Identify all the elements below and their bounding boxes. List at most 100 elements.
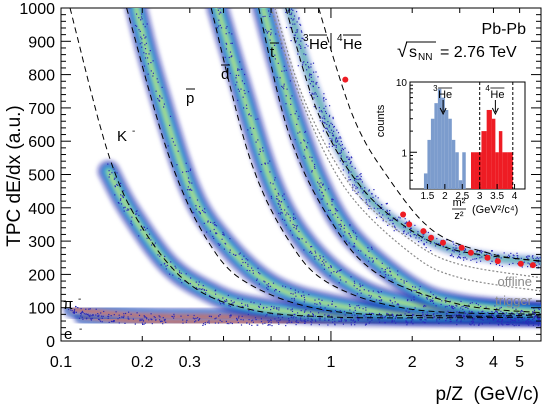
scatter-point: [344, 147, 346, 149]
scatter-point: [138, 214, 140, 217]
y-tick-label: 900: [28, 34, 55, 51]
model-curves: [69, 8, 541, 319]
scatter-point: [223, 234, 225, 236]
scatter-point: [264, 29, 266, 31]
scatter-point: [386, 267, 388, 269]
scatter-point: [237, 69, 239, 71]
scatter-point: [182, 322, 184, 324]
scatter-point: [525, 321, 527, 323]
scatter-point: [97, 315, 99, 317]
scatter-point: [130, 222, 132, 224]
scatter-point: [235, 77, 237, 79]
scatter-point: [378, 212, 380, 214]
scatter-point: [274, 318, 276, 320]
scatter-point: [278, 320, 280, 322]
scatter-point: [260, 318, 262, 320]
scatter-point: [541, 322, 542, 323]
scatter-point: [343, 160, 345, 163]
scatter-point: [234, 254, 236, 256]
scatter-point: [151, 323, 153, 325]
scatter-point: [154, 316, 156, 319]
scatter-point: [75, 305, 77, 308]
scatter-point: [354, 282, 356, 284]
scatter-point: [410, 227, 412, 229]
inset-bar-he3: [455, 152, 459, 189]
scatter-point: [368, 190, 370, 192]
scatter-point: [289, 98, 292, 100]
scatter-point: [357, 315, 359, 317]
scatter-point: [260, 171, 262, 173]
scatter-point: [292, 23, 294, 25]
scatter-point: [463, 311, 465, 313]
x-tick-label: 0.3: [179, 354, 201, 371]
scatter-point: [195, 208, 197, 210]
scatter-point: [230, 314, 232, 316]
scatter-point: [220, 27, 223, 29]
scatter-point: [187, 186, 189, 188]
scatter-point: [447, 248, 449, 250]
scatter-point: [202, 288, 204, 290]
scatter-point: [225, 42, 227, 44]
scatter-point: [347, 156, 349, 158]
scatter-point: [349, 224, 351, 226]
scatter-point: [460, 300, 462, 302]
scatter-point: [339, 160, 341, 162]
scatter-point: [355, 238, 357, 240]
scatter-point: [435, 305, 437, 307]
inset-x-tick-label: 3: [477, 191, 483, 202]
scatter-point: [385, 274, 387, 276]
scatter-point: [353, 245, 355, 247]
scatter-point: [348, 171, 350, 173]
scatter-point: [247, 129, 249, 131]
scatter-point: [174, 144, 176, 146]
scatter-point: [277, 322, 279, 324]
scatter-point: [301, 238, 303, 240]
scatter-point: [237, 68, 239, 70]
scatter-point: [247, 305, 249, 307]
scatter-point: [293, 226, 295, 229]
band-label-0: e-: [64, 324, 82, 343]
scatter-point: [270, 32, 272, 34]
scatter-point: [269, 171, 271, 173]
scatter-point: [262, 150, 264, 152]
scatter-point: [139, 43, 141, 45]
scatter-point: [238, 253, 240, 255]
scatter-point: [198, 319, 200, 321]
scatter-point: [114, 177, 116, 179]
scatter-point: [356, 176, 358, 178]
scatter-point: [314, 258, 316, 260]
scatter-point: [169, 273, 171, 275]
scatter-point: [270, 28, 272, 30]
scatter-point: [481, 323, 483, 325]
scatter-point: [309, 73, 311, 75]
inset-x-den: z²: [454, 210, 464, 222]
scatter-point: [278, 309, 280, 311]
inset-bar-he3: [423, 173, 428, 189]
scatter-point: [311, 170, 313, 172]
scatter-point: [248, 113, 250, 115]
scatter-point: [418, 237, 420, 239]
scatter-point: [326, 214, 328, 216]
scatter-point: [314, 167, 316, 169]
band-label-4: d: [221, 64, 230, 83]
scatter-point: [227, 294, 229, 296]
scatter-point: [338, 282, 340, 284]
scatter-point: [229, 72, 231, 74]
helium-point: [420, 228, 427, 235]
scatter-point: [349, 309, 351, 311]
scatter-point: [409, 227, 412, 229]
scatter-point: [491, 250, 493, 252]
model-curve-5: [318, 8, 541, 262]
scatter-point: [324, 122, 326, 124]
scatter-point: [141, 322, 143, 324]
scatter-point: [506, 323, 508, 326]
scatter-point: [515, 318, 517, 320]
scatter-point: [381, 262, 383, 264]
scatter-point: [459, 314, 461, 316]
scatter-point: [395, 322, 397, 324]
scatter-point: [235, 84, 237, 86]
scatter-point: [296, 319, 298, 321]
scatter-point: [354, 246, 356, 248]
scatter-point: [295, 317, 297, 319]
scatter-point: [332, 321, 334, 323]
